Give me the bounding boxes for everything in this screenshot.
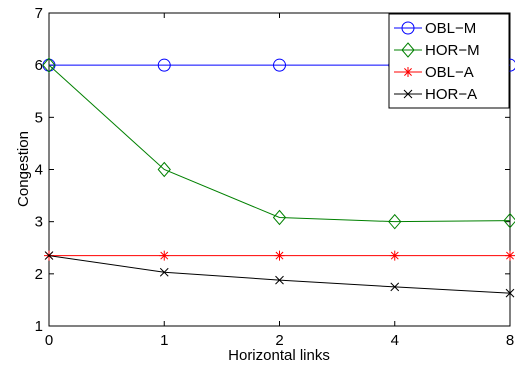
data-point (42, 57, 56, 73)
data-point (390, 282, 400, 292)
y-tick-label: 6 (35, 57, 43, 74)
data-point (159, 250, 170, 261)
data-point (389, 250, 400, 261)
legend-item: HOR−A (394, 86, 477, 103)
data-point (44, 251, 54, 260)
x-tick-label: 8 (506, 332, 514, 349)
legend-marker (403, 89, 413, 99)
legend-label: HOR−M (425, 42, 480, 59)
data-point (505, 288, 515, 298)
y-tick-label: 5 (35, 109, 43, 126)
data-point (503, 212, 515, 229)
series-2 (42, 57, 515, 230)
x-tick-label: 4 (391, 332, 399, 349)
x-tick-label: 1 (160, 332, 168, 349)
y-tick-label: 1 (35, 318, 43, 335)
y-axis: 1 2 3 4 5 6 7 (35, 5, 510, 335)
legend-item: HOR−M (394, 42, 480, 59)
series-4 (44, 251, 515, 298)
legend-marker (401, 42, 415, 58)
data-point (275, 275, 284, 285)
y-tick-label: 3 (35, 214, 43, 231)
y-tick-label: 4 (35, 162, 43, 179)
legend-marker (401, 21, 415, 35)
data-point (157, 161, 171, 178)
x-tick-label: 2 (275, 332, 283, 349)
legend-item: OBL−M (394, 20, 476, 37)
legend-label: HOR−A (425, 86, 477, 103)
y-axis-title: Congestion (15, 131, 32, 207)
x-tick-label: 0 (45, 332, 53, 349)
y-tick-label: 7 (35, 5, 43, 22)
data-point (388, 213, 402, 230)
data-point (505, 250, 515, 261)
series-line (48, 64, 511, 223)
y-tick-label: 2 (35, 266, 43, 283)
data-point (157, 58, 171, 72)
data-point (159, 267, 169, 277)
data-point (273, 58, 286, 72)
legend: OBL−M HOR−M OBL−A HOR−A (388, 13, 510, 109)
data-point (274, 250, 285, 261)
legend-label: OBL−A (425, 64, 474, 81)
legend-marker (403, 67, 413, 77)
legend-item: OBL−A (394, 64, 474, 81)
data-point (272, 209, 287, 226)
x-axis-title: Horizontal links (228, 347, 330, 364)
legend-label: OBL−M (425, 20, 476, 37)
